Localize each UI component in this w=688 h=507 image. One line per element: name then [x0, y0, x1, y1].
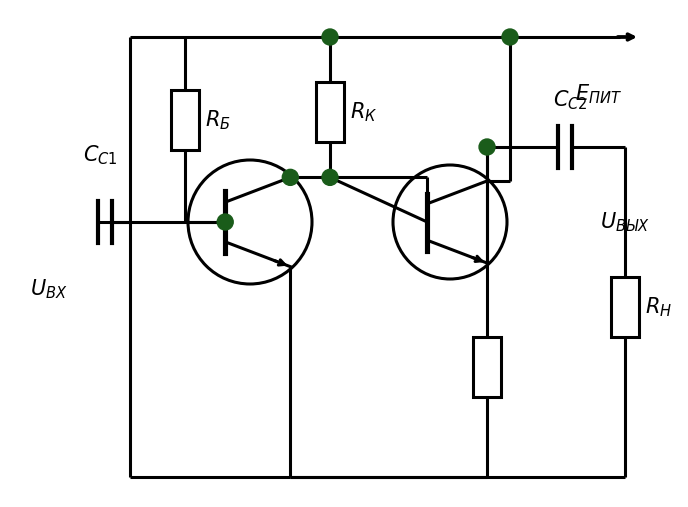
Circle shape	[502, 29, 518, 45]
Circle shape	[282, 169, 299, 186]
Text: $R_К$: $R_К$	[350, 100, 378, 124]
Bar	[316, 82, 344, 142]
Text: $E_{ПИТ}$: $E_{ПИТ}$	[575, 82, 622, 105]
Text: $U_{ВХ}$: $U_{ВХ}$	[30, 277, 67, 301]
Circle shape	[322, 169, 338, 186]
Text: $R_Б$: $R_Б$	[205, 108, 230, 132]
Circle shape	[322, 29, 338, 45]
Text: $R_Н$: $R_Н$	[645, 295, 672, 319]
Circle shape	[479, 139, 495, 155]
Circle shape	[217, 214, 233, 230]
Text: $C_{С1}$: $C_{С1}$	[83, 143, 118, 167]
Bar	[473, 337, 501, 397]
Text: $C_{С2}$: $C_{С2}$	[552, 88, 588, 112]
Bar	[171, 90, 199, 150]
Text: $U_{ВЫХ}$: $U_{ВЫХ}$	[600, 210, 649, 234]
Bar	[611, 277, 639, 337]
